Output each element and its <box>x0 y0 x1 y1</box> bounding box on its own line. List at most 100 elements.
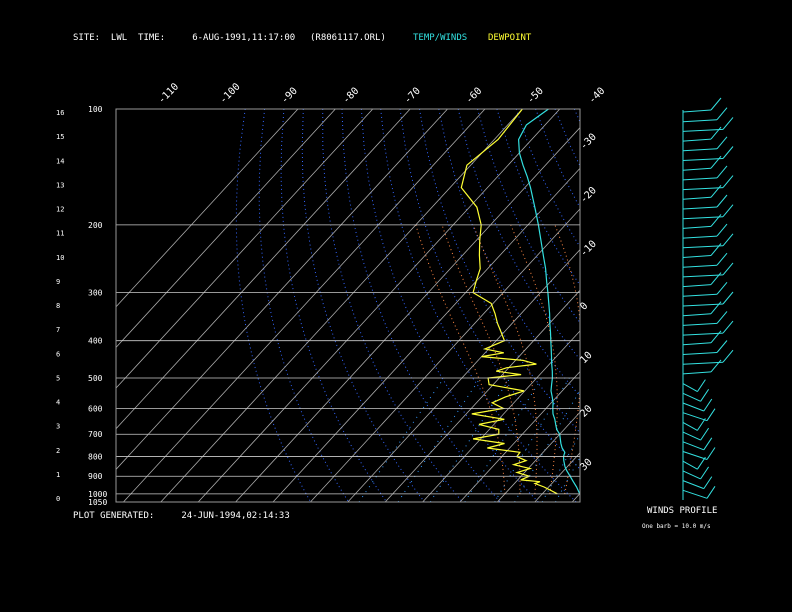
wind-barb-flag <box>710 301 722 315</box>
height-tick-label: 2 <box>56 447 60 455</box>
wind-barb-staff <box>682 167 712 171</box>
isotherm-line <box>310 208 580 502</box>
moist-adiabat <box>554 224 580 494</box>
wind-barb-staff <box>682 402 704 412</box>
right-temperature-label: -10 <box>578 239 599 260</box>
wind-barb-staff <box>682 303 724 307</box>
wind-barb-staff <box>682 196 712 200</box>
pressure-tick-label: 200 <box>88 221 103 230</box>
wind-barb-flag <box>700 427 710 441</box>
wind-barb-staff <box>682 313 712 317</box>
dry-adiabat <box>554 109 580 167</box>
top-temperature-label: -100 <box>218 81 243 106</box>
wind-barb-staff <box>682 158 724 161</box>
height-tick-label: 14 <box>56 157 64 165</box>
wind-barb-flag <box>716 165 728 179</box>
isotherm-line <box>116 109 336 349</box>
dry-adiabat <box>632 109 792 502</box>
wind-barb-flag <box>716 194 728 208</box>
pressure-tick-label: 800 <box>88 453 103 462</box>
wind-barb-flag <box>700 466 710 480</box>
wind-barb-flag <box>722 291 734 305</box>
wind-barb-staff <box>682 470 701 480</box>
moist-adiabat <box>510 224 558 494</box>
height-tick-label: 1 <box>56 471 60 479</box>
dewpoint-series <box>460 109 558 495</box>
wind-barb-flag <box>710 184 722 198</box>
dry-adiabat <box>399 109 580 470</box>
wind-barb-flag <box>696 379 706 392</box>
top-temperature-label: -70 <box>402 86 423 107</box>
dewpoint-legend: DEWPOINT <box>488 33 532 43</box>
pressure-tick-label: 100 <box>88 105 103 114</box>
wind-barb-flag <box>696 418 706 431</box>
wind-barb-staff <box>682 138 712 142</box>
wind-barb-flag <box>722 204 734 218</box>
wind-barb-staff <box>682 235 718 239</box>
dry-adiabat <box>691 109 792 502</box>
dry-adiabat <box>729 109 792 502</box>
wind-barb-flag <box>706 447 716 460</box>
dry-adiabat <box>652 109 792 502</box>
pressure-tick-label: 500 <box>88 374 103 383</box>
wind-barb-flag <box>722 175 734 188</box>
dry-adiabat <box>235 109 312 502</box>
wind-barb-staff <box>682 412 708 422</box>
right-temperature-label: -20 <box>578 185 599 206</box>
dry-adiabat <box>535 109 580 209</box>
dry-adiabat <box>341 109 501 502</box>
site-time-label: SITE: LWL TIME: 6-AUG-1991,11:17:00 <box>73 33 296 43</box>
right-temperature-label: -30 <box>578 132 599 153</box>
dry-adiabat <box>419 109 580 434</box>
wind-barb-staff <box>682 187 724 191</box>
wind-barb-flag <box>716 107 728 121</box>
wind-barb-staff <box>682 274 724 278</box>
plot-frame <box>115 108 581 503</box>
isotherm-line <box>116 109 374 389</box>
height-tick-label: 6 <box>56 350 60 358</box>
height-tick-label: 5 <box>56 374 60 382</box>
wind-barb-flag <box>703 398 713 412</box>
wind-barb-staff <box>682 361 724 365</box>
top-temperature-label: -90 <box>279 86 300 107</box>
pressure-tick-label: 900 <box>88 472 103 481</box>
mixing-ratio-line <box>514 389 580 502</box>
dry-adiabat <box>322 109 463 502</box>
top-temperature-label: -60 <box>464 86 485 107</box>
wind-barb-staff <box>682 421 698 431</box>
isotherm-line <box>571 492 580 502</box>
wind-barb-staff <box>682 441 704 451</box>
mixing-ratio-line <box>397 377 481 502</box>
isotherm-line <box>160 109 523 502</box>
dry-adiabat <box>496 109 580 286</box>
winds-profile <box>682 97 734 500</box>
isotherm-line <box>384 289 580 502</box>
mixing-ratio-line <box>429 377 511 502</box>
wind-barb-flag <box>710 97 722 111</box>
height-tick-label: 16 <box>56 109 64 117</box>
plot-area <box>116 109 792 502</box>
isotherm-line <box>116 109 299 308</box>
isotherm-line <box>459 370 580 502</box>
wind-barb-staff <box>682 460 698 470</box>
winds-barb-note: One barb = 10.0 m/s <box>642 523 711 530</box>
wind-barb-staff <box>682 293 718 297</box>
wind-barb-staff <box>682 264 718 268</box>
height-tick-label: 8 <box>56 302 60 310</box>
isotherm-line <box>116 109 448 470</box>
dry-adiabat <box>477 109 580 324</box>
wind-barb-flag <box>710 155 722 169</box>
height-tick-label: 12 <box>56 206 64 214</box>
wind-barb-flag <box>703 437 713 451</box>
wind-barb-staff <box>682 480 704 490</box>
right-temperature-label: 20 <box>578 403 594 419</box>
isotherm-line <box>347 249 580 502</box>
wind-barb-flag <box>716 281 728 295</box>
pressure-tick-label: 1000 <box>88 490 107 499</box>
right-temperature-label: 30 <box>578 457 594 473</box>
height-tick-label: 10 <box>56 254 64 262</box>
dry-adiabat <box>710 109 792 502</box>
isotherm-line <box>497 411 580 502</box>
top-temperature-label: -80 <box>341 86 362 107</box>
dry-adiabat <box>380 109 577 502</box>
